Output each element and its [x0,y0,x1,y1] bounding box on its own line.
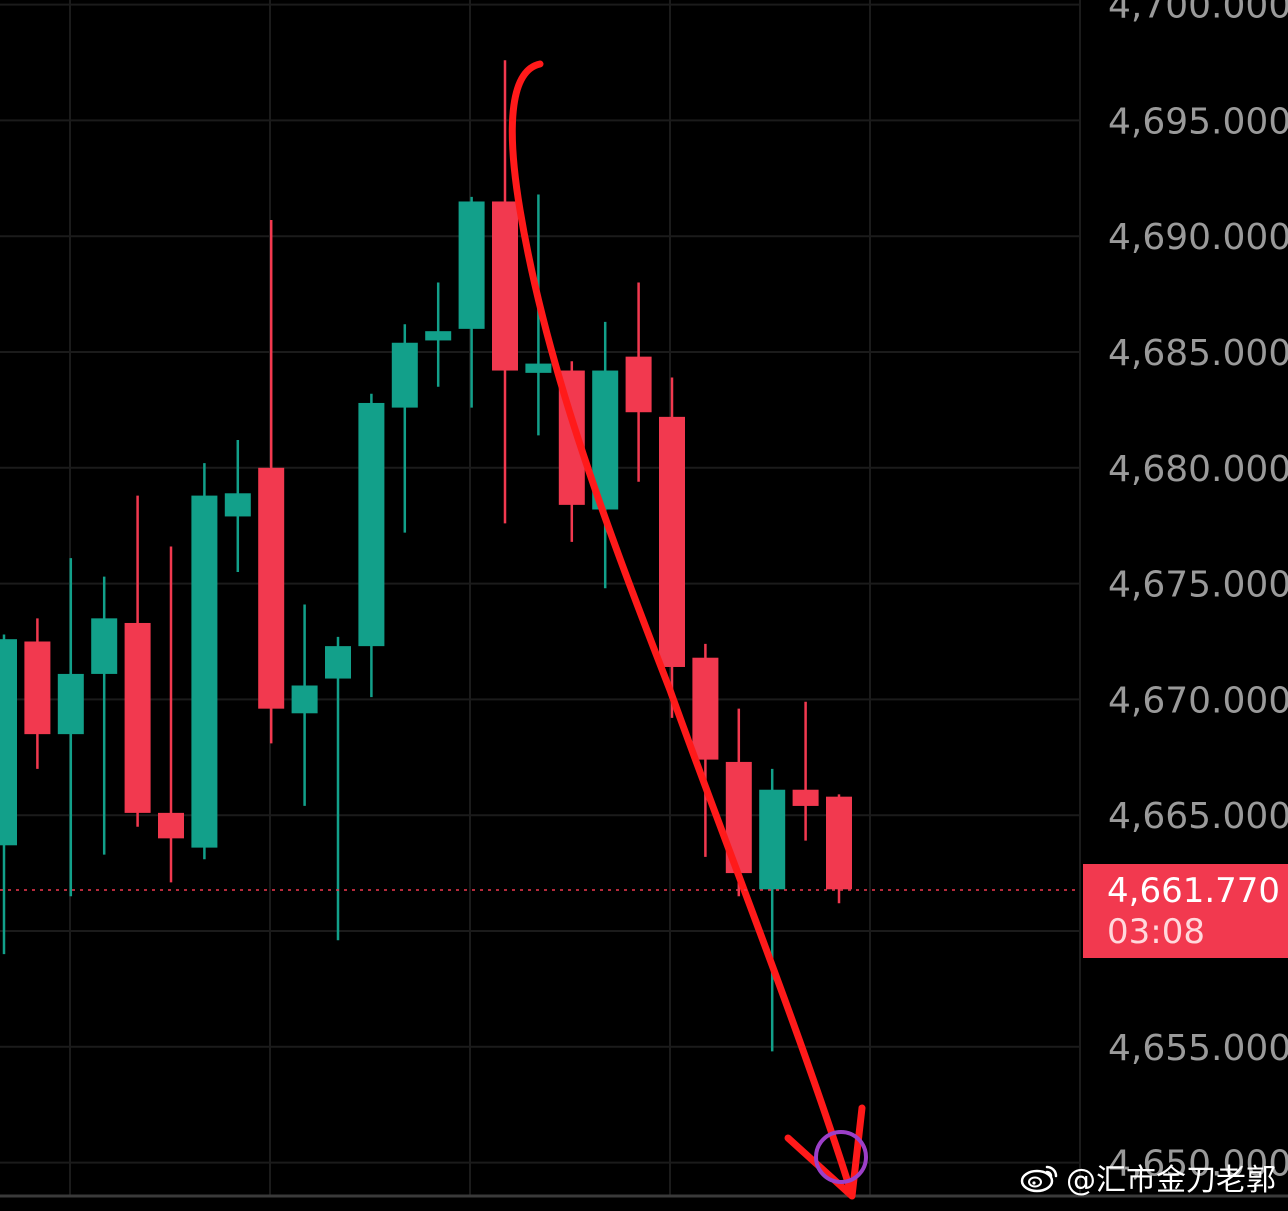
candle-body-up [759,789,786,890]
candle-body-down [158,812,184,839]
candle-body-down [24,641,51,735]
candle-body-up [425,331,452,341]
candle-body-down [692,657,719,760]
candle-body-up [291,685,318,714]
y-tick-label: 4,665.000 [1108,796,1288,837]
candle-body-up [57,673,84,735]
candle-body-up [325,646,351,679]
candle-body-down [492,201,518,371]
y-axis: 4,650.000 4,655.000 4,665.000 4,670.000 4,67… [1108,0,1288,1185]
candle-body-down [792,789,819,806]
candle-body-up [0,639,17,846]
weibo-icon [1020,1165,1058,1193]
y-tick-label: 4,695.000 [1108,101,1288,142]
candle-body-down [659,416,685,667]
candle-body-up [358,402,385,647]
candle-body-up [458,201,485,329]
candle-body-down [625,356,652,413]
target-circle [814,1130,868,1184]
trend-annotation [508,60,868,1200]
y-tick-label: 4,690.000 [1108,217,1288,258]
watermark-text: @汇市金刀老郭 [1066,1163,1276,1198]
candle-body-down [124,622,151,813]
candle-body-up [224,493,251,517]
y-tick-label: 4,655.000 [1108,1028,1288,1069]
y-tick-label: 4,680.000 [1108,449,1288,490]
candle-body-up [91,618,118,674]
candle-body-down [258,467,285,709]
y-tick-label: 4,685.000 [1108,333,1288,374]
y-tick-label: 4,700.000 [1108,0,1288,27]
current-price-label: 4,661.770 [1107,871,1280,911]
y-tick-label: 4,675.000 [1108,565,1288,606]
y-tick-label: 4,670.000 [1108,680,1288,721]
candle-body-down [826,796,852,890]
candle-body-up [525,363,552,373]
watermark: @汇市金刀老郭 [1020,1155,1276,1199]
candle-body-up [191,495,218,848]
candle-body-up [391,342,418,408]
candles [0,60,852,1052]
countdown-label: 03:08 [1107,912,1205,952]
arrow-curve [508,60,856,1199]
current-price-box [1083,863,1288,958]
y-tick-label: 4,650.000 [1108,1144,1288,1185]
